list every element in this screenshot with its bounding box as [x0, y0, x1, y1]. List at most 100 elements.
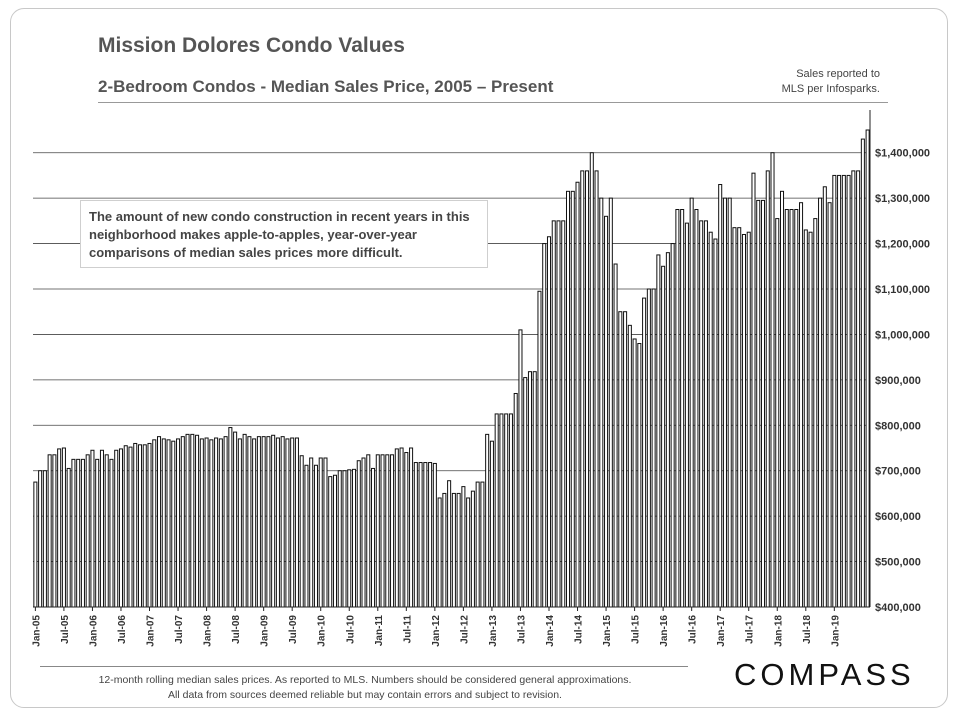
- x-tick-label: Jan-11: [374, 615, 385, 647]
- y-tick-label: $900,000: [875, 375, 921, 387]
- bar: [285, 438, 290, 608]
- page-subtitle: 2-Bedroom Condos - Median Sales Price, 2…: [98, 77, 554, 96]
- bar: [670, 243, 675, 608]
- title-divider: [98, 102, 888, 103]
- bar: [813, 218, 818, 608]
- bar: [760, 199, 766, 608]
- bar: [133, 442, 138, 608]
- bar: [594, 170, 599, 608]
- bar: [228, 427, 233, 608]
- bar: [689, 197, 694, 608]
- bar: [437, 497, 442, 608]
- bar: [351, 468, 357, 608]
- bar: [109, 458, 114, 608]
- bar: [580, 170, 585, 608]
- bar: [85, 454, 90, 608]
- bar: [318, 457, 323, 608]
- x-tick-label: Jul-14: [574, 615, 585, 644]
- bar: [199, 438, 204, 608]
- y-tick-label: $400,000: [875, 602, 921, 614]
- bar: [694, 209, 699, 608]
- bar: [385, 454, 390, 608]
- bar: [589, 152, 594, 608]
- bar: [180, 436, 185, 608]
- bar: [518, 329, 523, 608]
- bar: [166, 439, 171, 608]
- bar: [789, 209, 794, 608]
- bar: [746, 231, 751, 608]
- bar: [722, 197, 727, 608]
- bar: [356, 460, 361, 608]
- x-tick-label: Jul-05: [60, 615, 71, 644]
- bar: [832, 174, 837, 608]
- bar: [599, 197, 604, 608]
- bar: [665, 252, 670, 608]
- bar: [347, 469, 352, 608]
- bar: [708, 231, 713, 608]
- bar: [537, 290, 542, 608]
- bar: [727, 197, 732, 608]
- x-tick-label: Jan-12: [431, 615, 442, 647]
- bar: [275, 437, 280, 608]
- bar: [361, 457, 366, 608]
- bar: [803, 229, 808, 608]
- x-tick-label: Jul-17: [745, 615, 756, 644]
- bar: [299, 455, 304, 608]
- x-tick-label: Jul-12: [459, 615, 470, 644]
- bar: [627, 324, 632, 608]
- x-tick-label: Jan-19: [830, 615, 841, 647]
- bar: [470, 490, 475, 608]
- x-tick-label: Jul-06: [117, 615, 128, 644]
- bar: [104, 454, 109, 608]
- bar: [837, 174, 842, 608]
- bar: [651, 288, 656, 608]
- bar: [732, 227, 737, 608]
- bar: [123, 445, 128, 608]
- bar: [233, 431, 238, 608]
- bar: [794, 209, 799, 608]
- x-tick-label: Jul-11: [402, 615, 413, 644]
- footnote-line-1: 12-month rolling median sales prices. As…: [98, 674, 632, 686]
- bar: [737, 227, 742, 608]
- bar: [741, 233, 746, 608]
- bar: [542, 243, 547, 608]
- bar: [818, 197, 823, 608]
- bar: [851, 170, 856, 608]
- bar: [66, 467, 71, 608]
- bar: [485, 433, 490, 608]
- bar: [499, 413, 504, 608]
- bar: [513, 392, 518, 608]
- y-tick-label: $1,000,000: [875, 329, 930, 341]
- source-note-line-1: Sales reported to: [796, 68, 880, 80]
- x-tick-label: Jan-13: [488, 615, 499, 647]
- bar: [218, 438, 223, 608]
- bar: [451, 492, 456, 608]
- x-tick-label: Jul-09: [288, 615, 299, 644]
- bar: [656, 254, 661, 608]
- bar: [190, 433, 195, 608]
- bar: [822, 186, 827, 608]
- source-note-line-2: MLS per Infosparks.: [781, 83, 880, 95]
- bar: [642, 297, 647, 608]
- bar: [756, 199, 761, 608]
- bar: [280, 436, 285, 608]
- bar: [337, 470, 342, 608]
- bar: [675, 209, 680, 608]
- bar: [799, 202, 804, 608]
- bar: [76, 458, 81, 608]
- bar: [157, 436, 162, 608]
- footnote: 12-month rolling median sales prices. As…: [40, 673, 690, 703]
- x-tick-label: Jan-07: [146, 615, 157, 647]
- x-tick-label: Jan-14: [545, 615, 556, 647]
- x-tick-label: Jan-18: [773, 615, 784, 647]
- bar: [33, 481, 38, 608]
- bar: [399, 447, 404, 608]
- bar: [118, 448, 124, 608]
- x-tick-label: Jan-16: [659, 615, 670, 647]
- bar: [546, 236, 552, 608]
- bar: [684, 222, 689, 608]
- bar: [494, 413, 499, 608]
- bar: [413, 462, 418, 608]
- footnote-line-2: All data from sources deemed reliable bu…: [168, 689, 562, 701]
